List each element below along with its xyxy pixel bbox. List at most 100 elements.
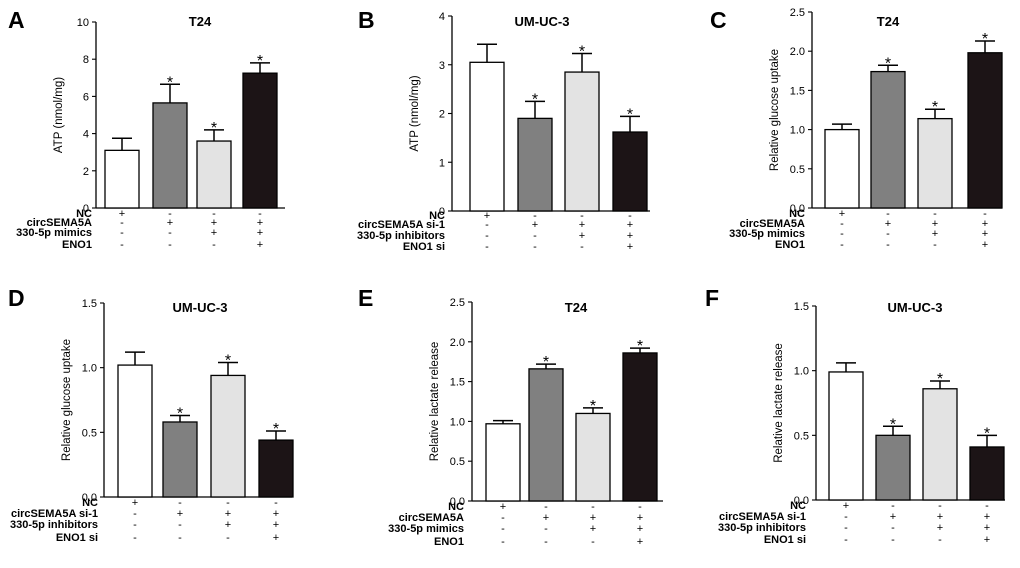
bar: [870, 70, 906, 209]
y-tick-label: 2.0: [790, 46, 805, 58]
condition-sign: +: [257, 227, 263, 239]
y-tick-label: 0.5: [794, 430, 809, 442]
condition-label: ENO1 si: [764, 534, 806, 546]
significance-star: *: [937, 371, 943, 388]
condition-label: 330-5p mimics: [388, 523, 464, 535]
bar: [152, 102, 188, 209]
significance-star: *: [273, 421, 279, 438]
bar: [875, 434, 911, 501]
chart-c: 0.0 0.5 1.0 1.5 2.0 2.5 Relative glucose uptak…: [729, 7, 1003, 251]
condition-sign: -: [591, 536, 595, 548]
condition-sign: -: [168, 208, 172, 220]
condition-sign: +: [590, 512, 596, 524]
condition-sign: -: [485, 230, 489, 242]
condition-label: NC: [429, 210, 445, 222]
condition-sign: +: [937, 511, 943, 523]
panel-a: A T24: [8, 7, 212, 33]
condition-sign: -: [133, 519, 137, 531]
y-tick-label: 2.5: [450, 297, 465, 309]
condition-sign: +: [484, 210, 490, 222]
condition-sign: -: [840, 239, 844, 251]
condition-sign: +: [500, 501, 506, 513]
y-tick-label: 2: [439, 109, 445, 121]
y-tick-label: 1.5: [790, 85, 805, 97]
condition-sign: +: [273, 508, 279, 520]
bar: [196, 140, 232, 209]
condition-sign: -: [844, 534, 848, 546]
y-tick-label: 0.5: [450, 456, 465, 468]
condition-sign: -: [212, 208, 216, 220]
condition-label: circSEMA5A: [399, 512, 464, 524]
panel-letter: B: [358, 7, 375, 33]
condition-sign: -: [886, 208, 890, 220]
condition-sign: +: [579, 230, 585, 242]
condition-sign: -: [501, 523, 505, 535]
condition-sign: +: [982, 239, 988, 251]
panel-c: C T24: [710, 7, 900, 33]
y-tick-label: 1.0: [790, 125, 805, 137]
bar: [517, 117, 553, 212]
condition-sign: -: [628, 210, 632, 222]
bar: [612, 131, 648, 212]
significance-star: *: [984, 425, 990, 442]
panel-e: E T24: [358, 285, 588, 315]
condition-sign: +: [885, 218, 891, 230]
condition-sign: -: [544, 501, 548, 513]
condition-sign: +: [177, 508, 183, 520]
panel-d: D UM-UC-3: [8, 285, 227, 315]
y-tick-label: 0.0: [450, 496, 465, 508]
condition-sign: -: [886, 228, 890, 240]
significance-star: *: [590, 398, 596, 415]
y-axis-label: Relative lactate release: [429, 342, 441, 462]
condition-label: ENO1 si: [56, 532, 98, 544]
condition-sign: -: [580, 241, 584, 253]
condition-label: 330-5p inhibitors: [357, 230, 445, 242]
condition-sign: +: [637, 536, 643, 548]
condition-sign: +: [637, 512, 643, 524]
condition-label: ENO1 si: [403, 241, 445, 253]
condition-sign: +: [984, 511, 990, 523]
condition-label: circSEMA5A si-1: [358, 219, 445, 231]
condition-sign: +: [984, 522, 990, 534]
y-tick-label: 2.0: [450, 337, 465, 349]
condition-sign: -: [178, 532, 182, 544]
bar: [622, 352, 658, 502]
condition-sign: -: [501, 512, 505, 524]
condition-sign: -: [844, 522, 848, 534]
condition-sign: -: [533, 241, 537, 253]
bar: [242, 72, 278, 209]
condition-sign: -: [120, 227, 124, 239]
condition-sign: +: [225, 508, 231, 520]
condition-sign: -: [891, 534, 895, 546]
condition-sign: -: [533, 210, 537, 222]
condition-label: 330-5p mimics: [16, 227, 92, 239]
condition-sign: -: [212, 239, 216, 251]
condition-sign: +: [579, 219, 585, 231]
condition-label: ENO1: [775, 239, 805, 251]
condition-sign: -: [120, 239, 124, 251]
condition-label: 330-5p inhibitors: [10, 519, 98, 531]
condition-sign: -: [485, 241, 489, 253]
y-axis-label: ATP (nmol/mg): [53, 77, 65, 153]
condition-sign: -: [274, 497, 278, 509]
condition-sign: +: [257, 217, 263, 229]
significance-star: *: [932, 99, 938, 116]
y-tick-label: 1.0: [450, 416, 465, 428]
y-axis-label: Relative lactate release: [773, 343, 785, 463]
chart-d: 0.0 0.5 1.0 1.5 Relative glucose uptake * * * NC…: [10, 298, 294, 544]
condition-sign: -: [544, 523, 548, 535]
significance-star: *: [627, 106, 633, 123]
bar: [469, 61, 505, 212]
y-tick-label: 0.0: [82, 492, 97, 504]
bar: [575, 412, 611, 502]
condition-sign: -: [226, 497, 230, 509]
condition-sign: -: [178, 497, 182, 509]
significance-star: *: [211, 120, 217, 137]
condition-sign: +: [132, 497, 138, 509]
condition-sign: -: [133, 532, 137, 544]
condition-sign: +: [167, 217, 173, 229]
condition-sign: -: [591, 501, 595, 513]
y-tick-label: 0.0: [794, 495, 809, 507]
condition-sign: +: [211, 227, 217, 239]
